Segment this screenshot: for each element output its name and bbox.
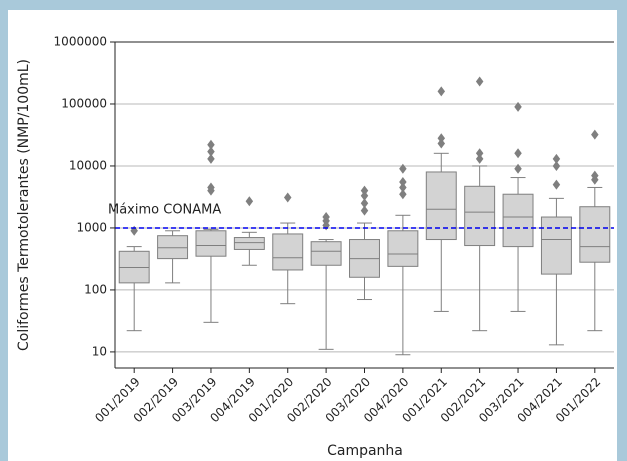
outlier bbox=[591, 129, 599, 140]
box bbox=[464, 185, 496, 247]
outlier bbox=[360, 198, 369, 209]
box bbox=[233, 237, 265, 250]
box bbox=[540, 216, 572, 275]
outlier bbox=[399, 182, 407, 193]
outlier bbox=[360, 185, 369, 196]
outlier bbox=[475, 153, 484, 164]
box bbox=[272, 233, 304, 271]
outlier bbox=[207, 182, 215, 193]
outlier bbox=[245, 196, 254, 207]
outlier bbox=[514, 148, 522, 159]
x-axis-label: Campanha bbox=[327, 443, 403, 459]
box bbox=[502, 193, 534, 248]
outlier bbox=[283, 192, 292, 203]
outlier bbox=[475, 148, 484, 159]
box bbox=[425, 171, 457, 241]
outlier bbox=[360, 190, 369, 201]
outlier bbox=[437, 133, 446, 144]
y-tick-label: 100 bbox=[84, 282, 107, 296]
y-axis-label: Coliformes Termotolerantes (NMP/100mL) bbox=[16, 59, 32, 351]
outlier bbox=[360, 205, 369, 216]
outlier bbox=[399, 189, 407, 200]
reference-label: Máximo CONAMA bbox=[108, 202, 221, 217]
y-tick-label: 10 bbox=[92, 344, 107, 358]
outlier bbox=[399, 177, 407, 188]
box bbox=[157, 235, 189, 260]
outlier bbox=[437, 138, 446, 149]
box bbox=[310, 241, 342, 266]
outlier bbox=[322, 212, 330, 223]
box bbox=[387, 230, 419, 267]
outlier bbox=[475, 76, 484, 87]
outlier bbox=[514, 101, 522, 112]
box bbox=[579, 206, 611, 263]
outlier bbox=[437, 86, 446, 97]
outlier bbox=[207, 153, 215, 164]
outlier bbox=[207, 139, 215, 150]
y-tick-label: 10000 bbox=[69, 158, 107, 172]
outlier bbox=[399, 163, 407, 174]
y-tick-label: 1000000 bbox=[54, 35, 107, 49]
y-tick-label: 1000 bbox=[76, 220, 107, 234]
y-tick-label: 100000 bbox=[61, 96, 107, 110]
outlier bbox=[514, 163, 522, 174]
outlier bbox=[207, 146, 215, 157]
outlier bbox=[552, 153, 561, 164]
box bbox=[195, 230, 227, 257]
outlier bbox=[552, 179, 561, 190]
outlier bbox=[591, 170, 599, 181]
outlier bbox=[552, 160, 561, 171]
